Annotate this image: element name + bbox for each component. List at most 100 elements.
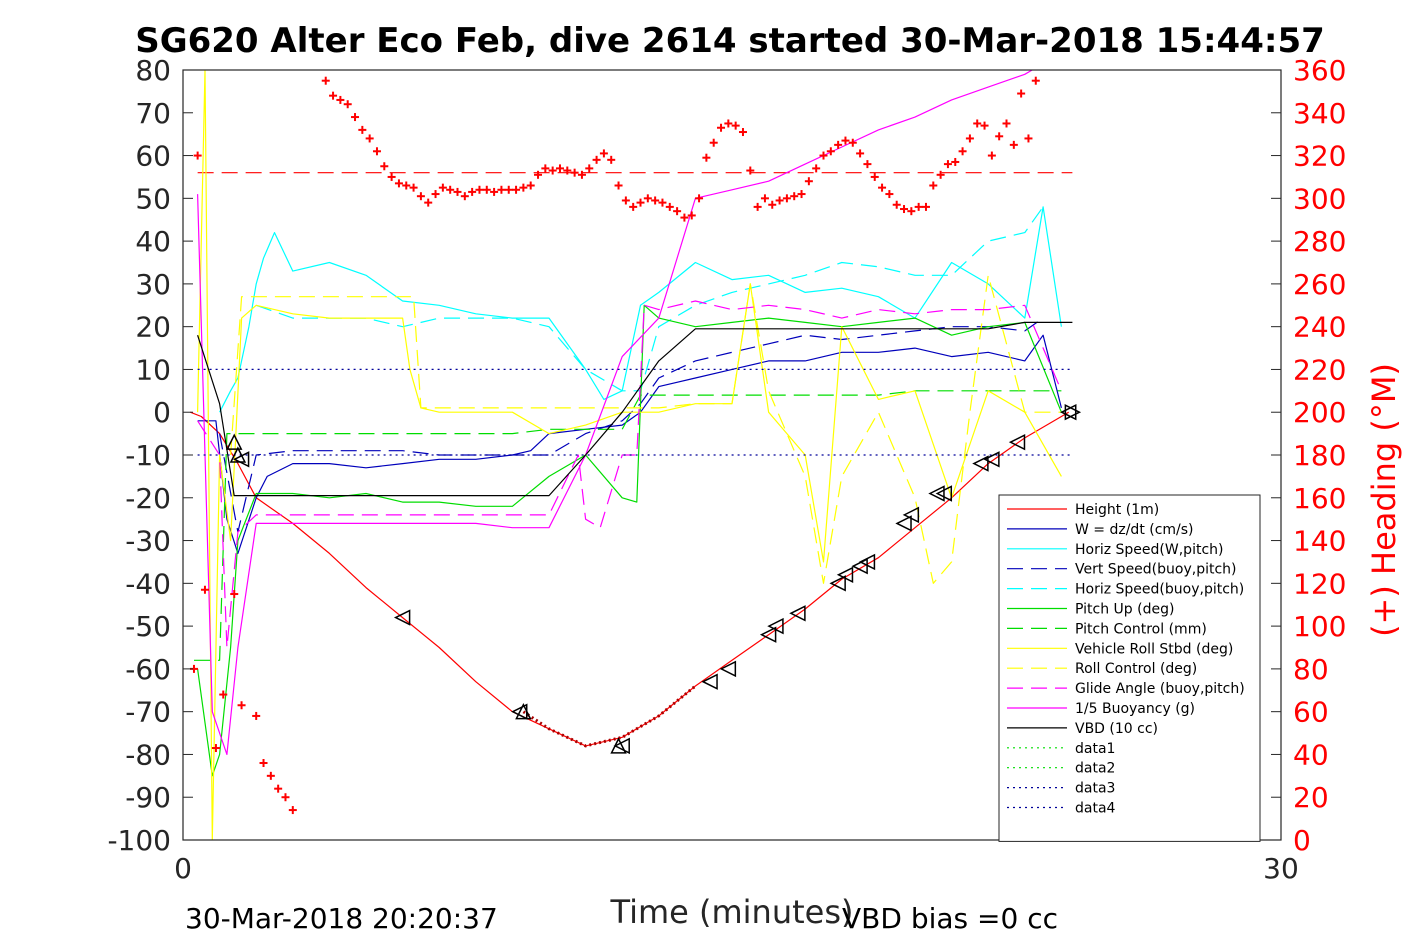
heading-point	[782, 194, 791, 203]
x-axis: 0 30	[174, 830, 1299, 885]
heading-point	[193, 151, 202, 160]
y-tick-label: 70	[135, 97, 171, 130]
heading-point	[943, 160, 952, 169]
heading-point	[358, 125, 367, 134]
triangle-marker-left	[836, 566, 854, 583]
heading-point	[555, 164, 564, 173]
heading-point	[951, 157, 960, 166]
heading-point	[321, 76, 330, 85]
triangle-marker-right	[1064, 404, 1082, 421]
series-line-height-1m	[190, 411, 1070, 747]
heading-point	[387, 172, 396, 181]
legend-label: Horiz Speed(buoy,pitch)	[1075, 582, 1244, 598]
heading-point	[921, 202, 930, 211]
heading-point	[980, 121, 989, 130]
heading-point	[548, 166, 557, 175]
y-tick-label: 10	[135, 353, 171, 386]
y-right-tick-label: 120	[1293, 567, 1346, 600]
triangle-marker-left	[895, 515, 912, 532]
heading-point	[281, 793, 290, 802]
heading-point	[519, 183, 528, 192]
y-right-tick-label: 160	[1293, 482, 1346, 515]
y-tick-label: -30	[125, 525, 171, 558]
heading-point	[504, 185, 513, 194]
heading-point	[856, 149, 865, 158]
legend-label: data3	[1075, 781, 1115, 797]
heading-point	[914, 202, 923, 211]
y-right-tick-label: 220	[1293, 353, 1346, 386]
triangle-marker-left	[935, 485, 953, 502]
y-right-tick-label: 80	[1293, 653, 1329, 686]
heading-point	[585, 164, 594, 173]
heading-point	[892, 200, 901, 209]
heading-point	[526, 181, 535, 190]
heading-point	[453, 187, 462, 196]
heading-point	[621, 196, 630, 205]
heading-point	[416, 192, 425, 201]
heading-point	[658, 198, 667, 207]
legend-label: Vehicle Roll Stbd (deg)	[1075, 641, 1233, 657]
heading-point	[563, 166, 572, 175]
triangle-marker-left	[789, 605, 806, 622]
legend-label: Height (1m)	[1075, 502, 1159, 518]
heading-point	[351, 113, 360, 122]
triangle-marker-left	[983, 451, 1000, 468]
y-tick-label: -70	[125, 696, 171, 729]
x-tick-label: 30	[1263, 852, 1299, 885]
triangle-marker-left	[393, 609, 411, 626]
heading-point	[607, 155, 616, 164]
heading-point	[665, 202, 674, 211]
y-right-tick-label: 0	[1293, 824, 1311, 857]
heading-point	[490, 187, 499, 196]
heading-point	[402, 181, 411, 190]
y-tick-label: 60	[135, 140, 171, 173]
heading-point	[760, 194, 769, 203]
heading-point	[987, 151, 996, 160]
heading-point	[848, 138, 857, 147]
y-right-tick-label: 200	[1293, 396, 1346, 429]
triangle-marker-left	[1060, 404, 1077, 421]
triangle-marker-up	[229, 446, 247, 463]
heading-point	[237, 701, 246, 710]
heading-point	[863, 160, 872, 169]
triangle-marker-up	[226, 433, 243, 450]
heading-point	[878, 183, 887, 192]
y-axis-right-label: (+) Heading (°M)	[1365, 363, 1403, 637]
heading-point	[680, 213, 689, 222]
legend-box	[998, 494, 1261, 842]
y-tick-label: -60	[125, 653, 171, 686]
legend-label: data1	[1075, 741, 1115, 757]
y-tick-label: -50	[125, 610, 171, 643]
y-right-tick-label: 360	[1293, 54, 1346, 87]
triangle-marker-left	[858, 553, 876, 571]
heading-point	[1009, 140, 1018, 149]
heading-point	[329, 91, 338, 100]
x-axis-label: Time (minutes)	[610, 893, 854, 931]
y-right-tick-label: 280	[1293, 225, 1346, 258]
legend-label: Pitch Control (mm)	[1075, 621, 1207, 637]
heading-point	[541, 164, 550, 173]
triangle-marker-left	[902, 506, 920, 524]
series-line-vehicle-roll-stbd-deg	[197, 70, 1062, 840]
series-line-horiz-speed-buoy-pitch	[256, 206, 1044, 392]
heading-point	[695, 194, 704, 203]
triangle-marker-left	[613, 737, 630, 755]
heading-point	[651, 196, 660, 205]
heading-point	[336, 95, 345, 104]
legend-label: W = dz/dt (cm/s)	[1075, 522, 1194, 538]
legend-label: Vert Speed(buoy,pitch)	[1075, 562, 1237, 578]
heading-point	[431, 190, 440, 199]
heading-point	[252, 711, 261, 720]
triangle-marker-left	[719, 660, 737, 678]
heading-point	[775, 196, 784, 205]
chart-title: SG620 Alter Eco Feb, dive 2614 started 3…	[135, 21, 1325, 61]
legend-label: data4	[1075, 801, 1116, 817]
heading-point	[636, 198, 645, 207]
heading-point	[394, 179, 403, 188]
x-tick-label: 0	[174, 852, 192, 885]
heading-point	[512, 185, 521, 194]
y-axis-right: 3603403203002802602402202001801601401201…	[1271, 54, 1346, 857]
heading-point	[746, 166, 755, 175]
heading-point	[468, 187, 477, 196]
